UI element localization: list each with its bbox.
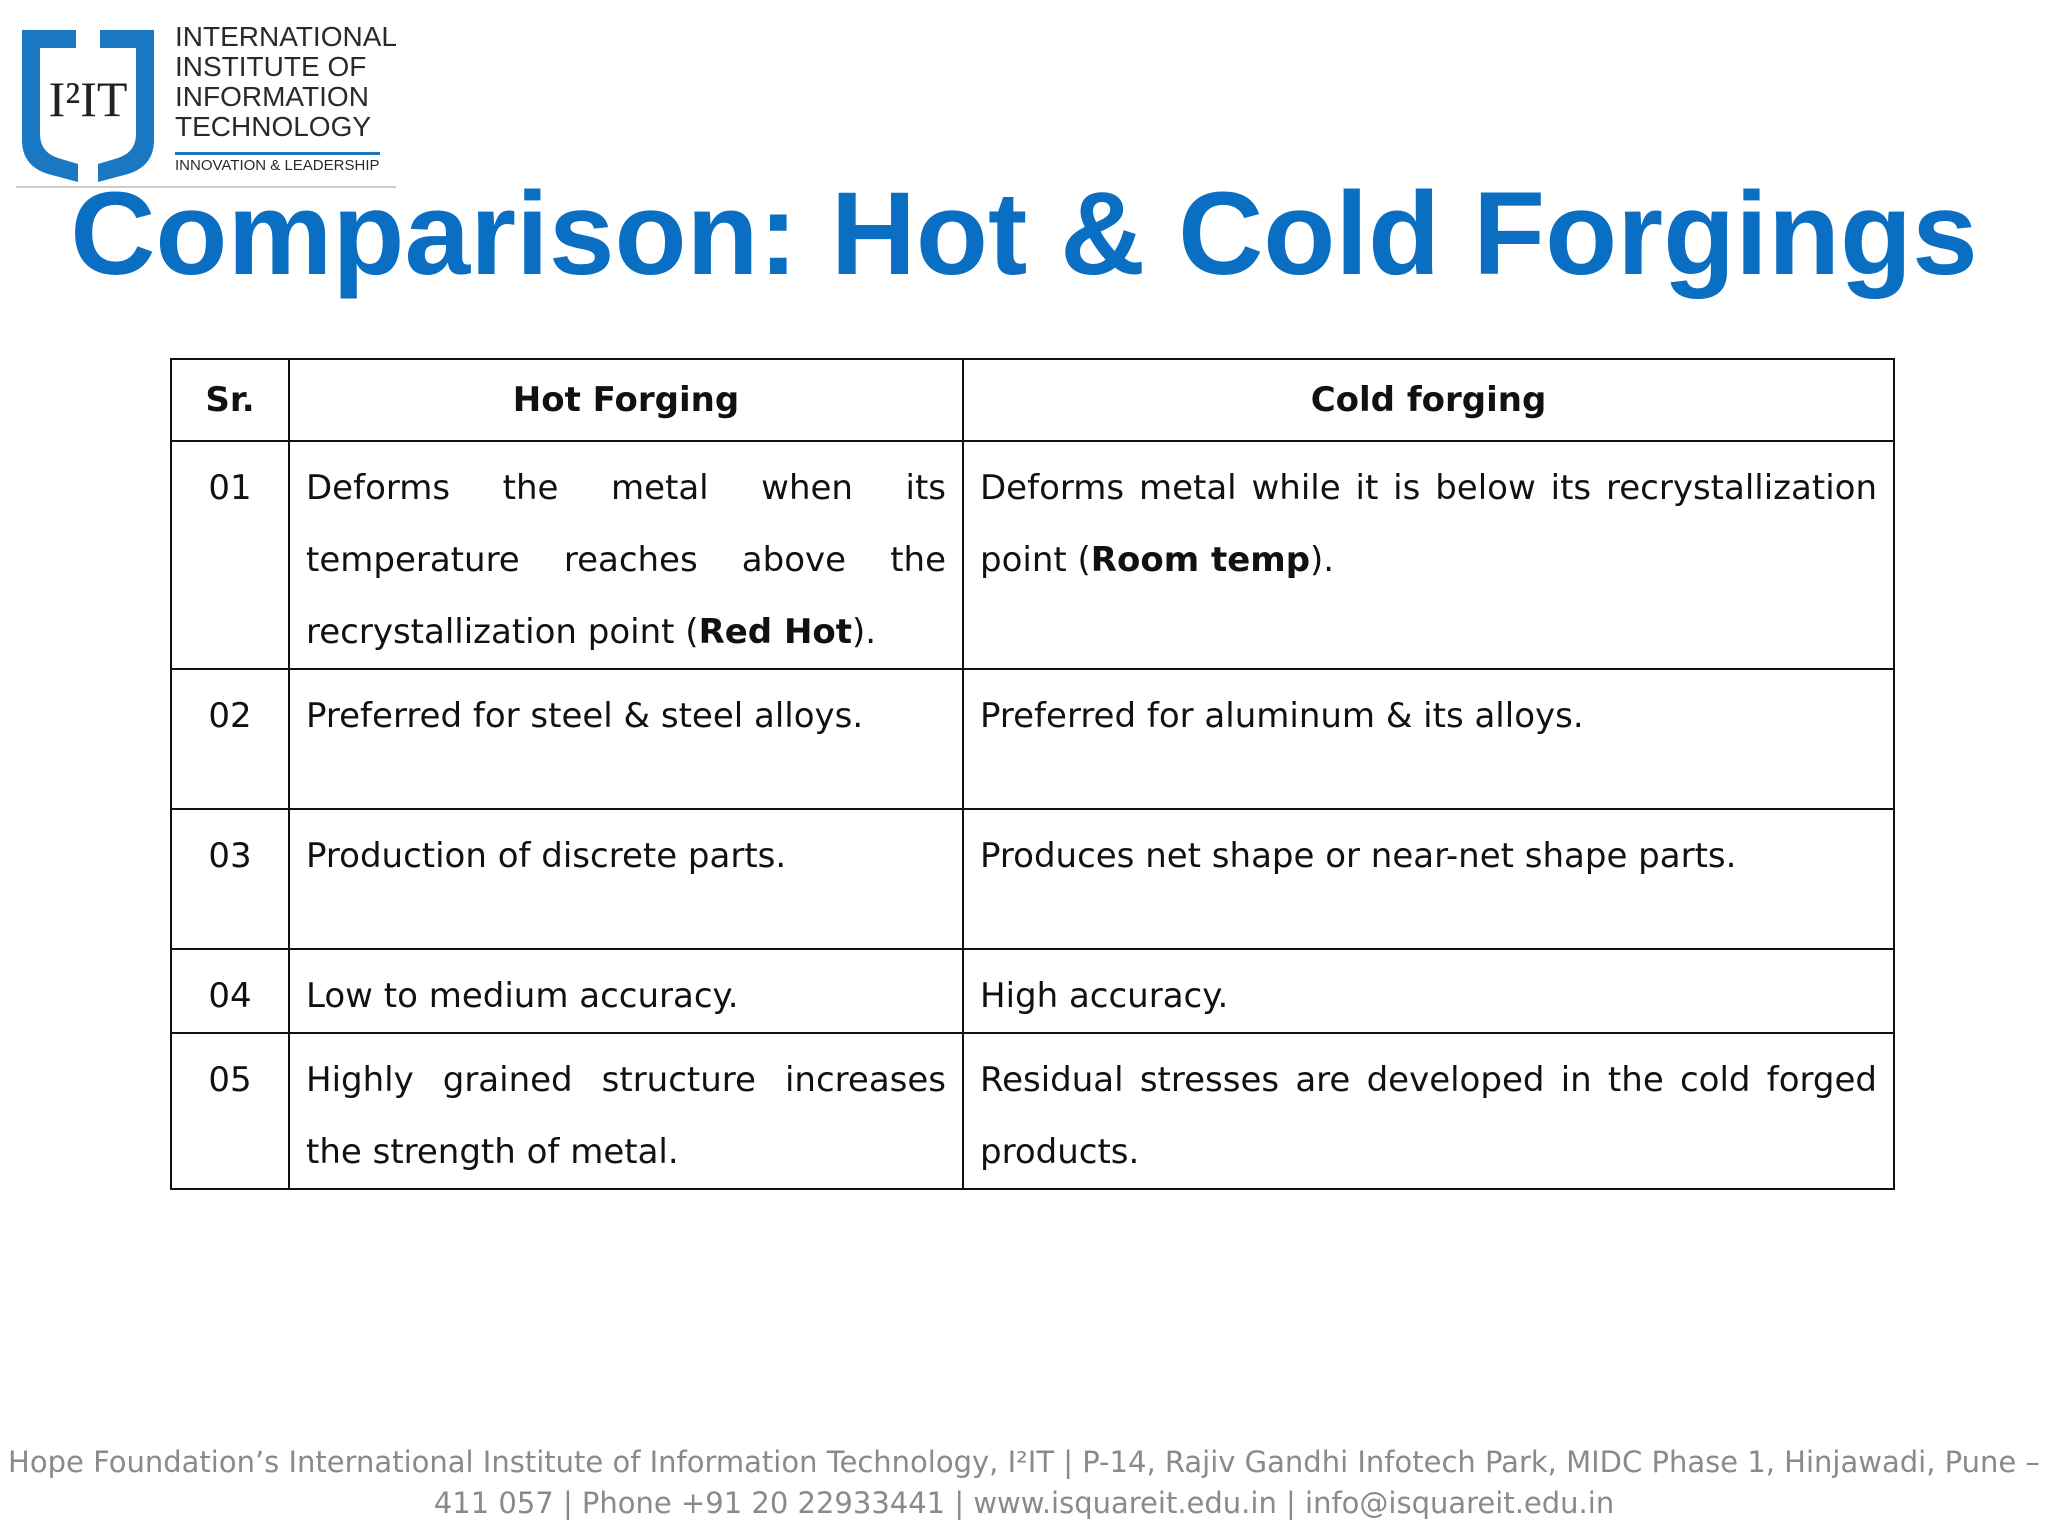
sr-cell: 04	[170, 948, 290, 1034]
logo-text: INTERNATIONAL INSTITUTE OF INFORMATION T…	[175, 22, 397, 142]
hot-cell: Low to medium accuracy.	[288, 948, 964, 1034]
table-row: 01 Deforms the metal when its temperature…	[170, 440, 1895, 670]
cold-cell: Residual stresses are developed in the c…	[962, 1032, 1895, 1190]
table-row: 04 Low to medium accuracy. High accuracy.	[170, 948, 1895, 1034]
cell-text: Preferred for steel & steel alloys.	[306, 696, 864, 736]
sr-cell: 03	[170, 808, 290, 950]
hot-cell: Highly grained structure increases the s…	[288, 1032, 964, 1190]
logo-mark: I²IT	[49, 71, 128, 127]
header-cell: Hot Forging	[288, 358, 964, 442]
cell-text: Preferred for aluminum & its alloys.	[980, 696, 1584, 736]
footer-line: 411 057 | Phone +91 20 22933441 | www.is…	[433, 1486, 1615, 1520]
logo-line: INTERNATIONAL	[175, 21, 397, 52]
header-cell: Cold forging	[962, 358, 1895, 442]
logo-line: INFORMATION	[175, 81, 369, 112]
header-row: Sr. Hot Forging Cold forging	[170, 358, 1895, 442]
table-row: 05 Highly grained structure increases the…	[170, 1032, 1895, 1190]
cell-text: Produces net shape or near-net shape par…	[980, 836, 1737, 876]
footer: Hope Foundation’s International Institut…	[0, 1442, 2048, 1524]
logo-tagline: INNOVATION & LEADERSHIP	[175, 152, 380, 174]
cell-text: High accuracy.	[980, 976, 1229, 1016]
bold-text: Red Hot	[698, 612, 853, 652]
table-row: 02 Preferred for steel & steel alloys. Pre…	[170, 668, 1895, 810]
sr-cell: 01	[170, 440, 290, 670]
logo-line: TECHNOLOGY	[175, 111, 372, 142]
hot-cell: Preferred for steel & steel alloys.	[288, 668, 964, 810]
cell-text: Deforms the metal when its temperature r…	[306, 468, 946, 652]
hot-cell: Deforms the metal when its temperature r…	[288, 440, 964, 670]
hot-cell: Production of discrete parts.	[288, 808, 964, 950]
logo-line: INSTITUTE OF	[175, 51, 367, 82]
footer-line: Hope Foundation’s International Institut…	[8, 1445, 2040, 1479]
table-body: 01 Deforms the metal when its temperature…	[170, 440, 1895, 1190]
title: Comparison: Hot & Cold Forgings	[70, 168, 1978, 300]
sr-cell: 05	[170, 1032, 290, 1190]
cell-text: Production of discrete parts.	[306, 836, 787, 876]
cell-text: ).	[1310, 540, 1335, 580]
cell-text: Highly grained structure increases the s…	[306, 1060, 946, 1172]
table-row: 03 Production of discrete parts. Produces …	[170, 808, 1895, 950]
cold-cell: Preferred for aluminum & its alloys.	[962, 668, 1895, 810]
comparison-table: Sr. Hot Forging Cold forging 01 Deforms t…	[170, 358, 1895, 1190]
cold-cell: High accuracy.	[962, 948, 1895, 1034]
cell-text: Residual stresses are developed in the c…	[980, 1060, 1877, 1172]
sr-cell: 02	[170, 668, 290, 810]
logo-icon: I²IT	[22, 30, 154, 182]
cold-cell: Deforms metal while it is below its recr…	[962, 440, 1895, 670]
cold-cell: Produces net shape or near-net shape par…	[962, 808, 1895, 950]
bold-text: Room temp	[1090, 540, 1311, 580]
header-cell: Sr.	[170, 358, 290, 442]
cell-text: ).	[852, 612, 877, 652]
divider	[16, 186, 396, 188]
cell-text: Low to medium accuracy.	[306, 976, 739, 1016]
cell-text: Deforms metal while it is below its recr…	[980, 468, 1877, 580]
